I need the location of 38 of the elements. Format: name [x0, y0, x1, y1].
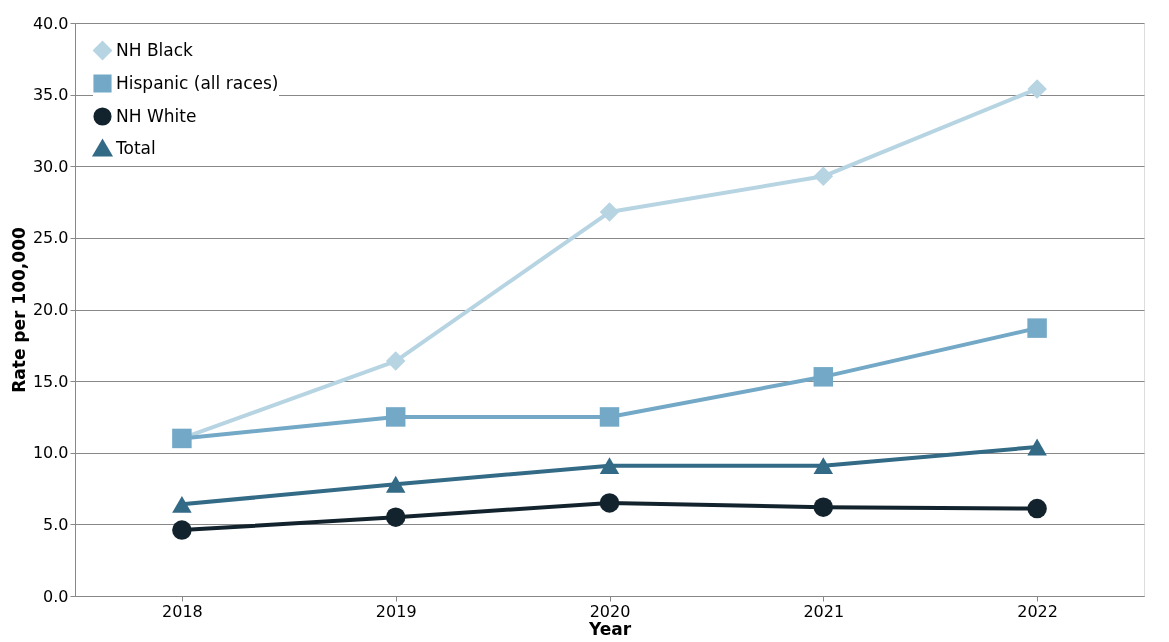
point [813, 367, 834, 387]
point [385, 407, 406, 427]
y-tick-label: 0.0 [43, 586, 69, 606]
point [1027, 498, 1047, 519]
y-tick-label: 25.0 [32, 228, 69, 248]
x-tick-label: 2021 [803, 601, 845, 621]
point [172, 495, 192, 513]
point [385, 351, 406, 371]
x-tick-label: 2018 [162, 601, 203, 621]
point [385, 475, 406, 493]
point [1027, 318, 1047, 338]
legend-label: NH White [116, 105, 197, 126]
point [1027, 438, 1047, 456]
point [172, 520, 192, 540]
y-tick-label: 10.0 [32, 443, 69, 463]
legend-label: Hispanic (all races) [116, 72, 279, 93]
y-tick-label: 15.0 [32, 371, 69, 391]
x-tick-label: 2020 [589, 601, 631, 621]
point [1027, 79, 1047, 99]
point [599, 407, 620, 427]
y-tick-label: 5.0 [43, 514, 69, 534]
y-tick-label: 20.0 [32, 300, 69, 319]
legend-label: NH Black [116, 39, 194, 60]
y-tick-label: 40.0 [32, 13, 69, 33]
x-tick-label: 2022 [1017, 601, 1058, 621]
point [599, 493, 620, 513]
point [599, 457, 620, 475]
x-tick-label: 2019 [375, 601, 417, 621]
y-axis-title: Rate per 100,000 [8, 227, 29, 393]
point [813, 166, 834, 187]
point [599, 202, 620, 222]
y-tick-label: 35.0 [32, 85, 69, 105]
point [813, 497, 834, 517]
y-tick-label: 30.0 [32, 156, 69, 176]
point [385, 507, 406, 527]
point [813, 457, 834, 475]
legend-label: Total [115, 137, 156, 158]
x-axis-title: Year [587, 618, 632, 639]
